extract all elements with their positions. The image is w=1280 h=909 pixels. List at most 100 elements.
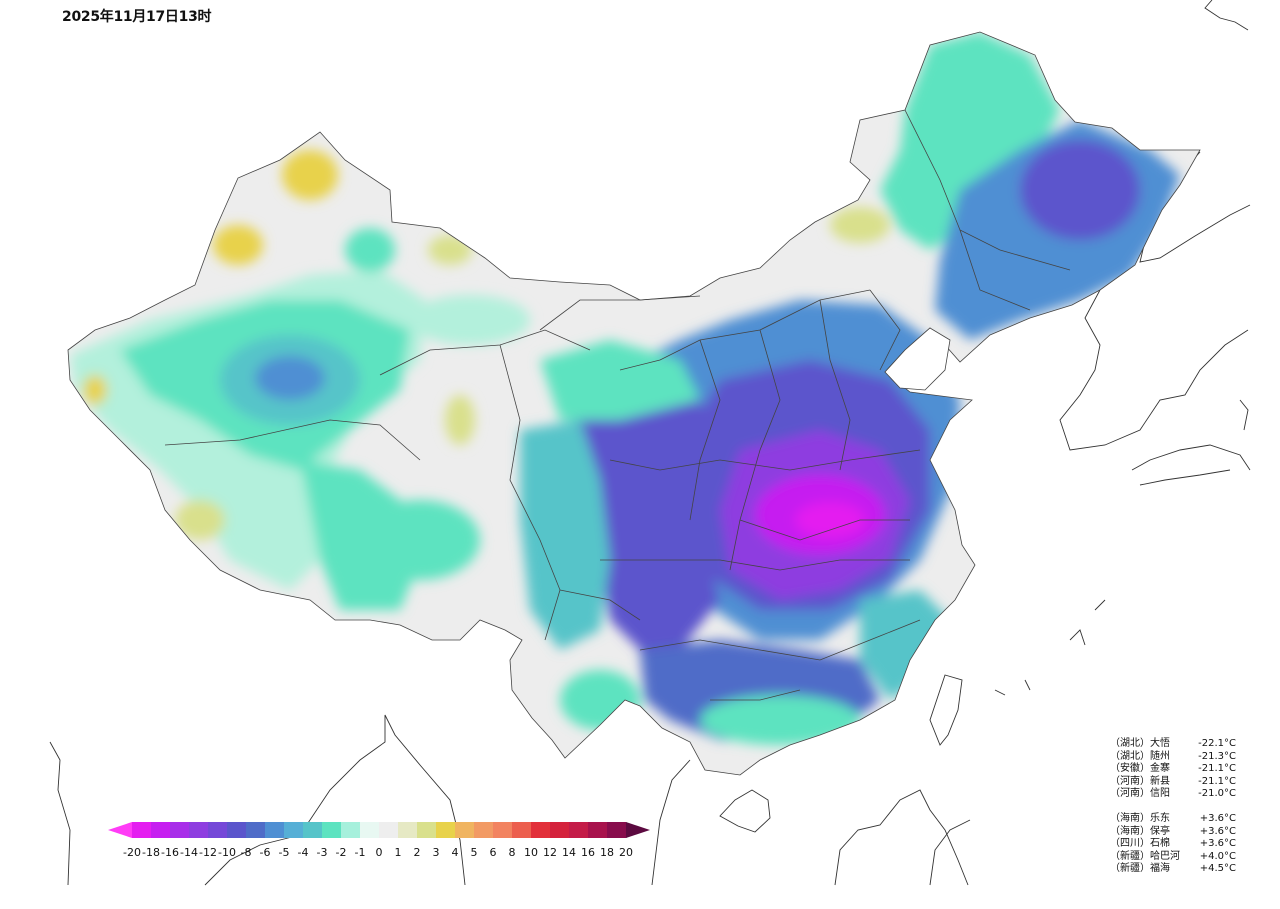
legend-tick-label: -12 [199, 846, 217, 859]
station-name: 保亭 [1150, 825, 1170, 837]
station-row: （河南） 新县 -21.1°C [1110, 776, 1236, 789]
station-value: -21.0°C [1198, 788, 1236, 800]
station-value: -21.1°C [1198, 763, 1236, 775]
legend-swatch [493, 822, 513, 838]
station-row: （河南） 信阳 -21.0°C [1110, 788, 1236, 801]
legend-swatch [227, 822, 247, 838]
station-name: 随州 [1150, 750, 1170, 762]
station-value: -21.1°C [1198, 775, 1236, 787]
station-value: +4.5°C [1199, 863, 1236, 875]
legend-tick-label: 4 [451, 846, 459, 859]
legend-tick-label: -5 [278, 846, 290, 859]
station-value: +4.0°C [1199, 850, 1236, 862]
legend-swatch [132, 822, 152, 838]
legend-labels: -20 -18 -16 -14 -12 -10 -8 -6 -5 -4 -3 -2 -1 0 1 2 3 4 5 6 8… [108, 846, 668, 862]
legend-swatch [208, 822, 228, 838]
legend-tick-label: -14 [180, 846, 198, 859]
legend-tick-label: -2 [335, 846, 347, 859]
station-row: （新疆） 哈巴河 +4.0°C [1110, 851, 1236, 864]
legend-tick-label: -8 [240, 846, 252, 859]
legend-swatch [265, 822, 285, 838]
legend-tick-label: 2 [413, 846, 421, 859]
legend-colorbar [108, 822, 650, 838]
legend-swatch [151, 822, 171, 838]
station-value: -22.1°C [1198, 738, 1236, 749]
legend-tick-label: -6 [259, 846, 271, 859]
station-province: （河南） [1110, 775, 1150, 787]
basemap-outlines [49, 0, 1251, 886]
station-extremes: （湖北） 大悟 -22.1°C （湖北） 随州 -21.3°C （安徽） 金寨 -21.1°C （… [1110, 738, 1236, 876]
station-row: （海南） 保亭 +3.6°C [1110, 826, 1236, 839]
legend-swatch [550, 822, 570, 838]
legend-tick-label: 0 [375, 846, 383, 859]
legend-swatch [322, 822, 342, 838]
legend-tick-label: -1 [354, 846, 366, 859]
legend-swatch [417, 822, 437, 838]
station-name: 福海 [1150, 863, 1170, 875]
station-row: （湖北） 大悟 -22.1°C [1110, 738, 1236, 751]
legend-tick-label: 10 [524, 846, 538, 859]
legend-swatch [170, 822, 190, 838]
legend-swatch [398, 822, 418, 838]
legend-tick-label: -10 [218, 846, 236, 859]
station-name: 金寨 [1150, 763, 1170, 775]
legend-tick-label: 12 [543, 846, 557, 859]
legend-swatch [588, 822, 608, 838]
legend-swatch [360, 822, 380, 838]
station-name: 新县 [1150, 775, 1170, 787]
legend-tick-label: 5 [470, 846, 478, 859]
legend-swatch [569, 822, 589, 838]
station-row: （湖北） 随州 -21.3°C [1110, 751, 1236, 764]
legend-swatch [455, 822, 475, 838]
legend-tick-label: 20 [619, 846, 633, 859]
station-name: 哈巴河 [1150, 850, 1180, 862]
station-province: （新疆） [1110, 850, 1150, 862]
station-name: 乐东 [1150, 812, 1170, 824]
legend-tick-label: 14 [562, 846, 576, 859]
station-province: （湖北） [1110, 750, 1150, 762]
legend-swatch [341, 822, 361, 838]
province-borders [67, 31, 1201, 776]
legend-swatch [512, 822, 532, 838]
cold-extremes-list: （湖北） 大悟 -22.1°C （湖北） 随州 -21.3°C （安徽） 金寨 -21.1°C （… [1110, 738, 1236, 801]
map-timestamp: 2025年11月17日13时 [62, 9, 212, 25]
legend-swatch [246, 822, 266, 838]
legend-swatch [474, 822, 494, 838]
station-name: 信阳 [1150, 788, 1170, 800]
legend-swatch [607, 822, 627, 838]
station-province: （新疆） [1110, 863, 1150, 875]
legend-arrow-max [626, 822, 650, 838]
station-value: -21.3°C [1198, 750, 1236, 762]
legend-tick-label: -3 [316, 846, 328, 859]
station-row: （四川） 石棉 +3.6°C [1110, 838, 1236, 851]
legend-tick-label: 18 [600, 846, 614, 859]
warm-extremes-list: （海南） 乐东 +3.6°C （海南） 保亭 +3.6°C （四川） 石棉 +3.6°C （新疆）… [1110, 813, 1236, 876]
station-province: （湖北） [1110, 738, 1150, 749]
legend-tick-label: 16 [581, 846, 595, 859]
legend-tick-label: -20 [123, 846, 141, 859]
legend-tick-label: -18 [142, 846, 160, 859]
station-row: （安徽） 金寨 -21.1°C [1110, 763, 1236, 776]
legend-swatch [284, 822, 304, 838]
station-name: 大悟 [1150, 738, 1170, 749]
station-province: （海南） [1110, 812, 1150, 824]
legend-arrow-min [108, 822, 132, 838]
legend-swatch [436, 822, 456, 838]
station-value: +3.6°C [1199, 838, 1236, 850]
bohai-sea [884, 327, 951, 391]
station-row: （海南） 乐东 +3.6°C [1110, 813, 1236, 826]
station-province: （四川） [1110, 838, 1150, 850]
station-value: +3.6°C [1199, 825, 1236, 837]
legend-tick-label: 8 [508, 846, 516, 859]
legend-swatch [303, 822, 323, 838]
station-name: 石棉 [1150, 838, 1170, 850]
station-province: （安徽） [1110, 763, 1150, 775]
station-row: （新疆） 福海 +4.5°C [1110, 863, 1236, 876]
legend-swatch [531, 822, 551, 838]
legend-tick-label: 3 [432, 846, 440, 859]
legend-tick-label: -4 [297, 846, 309, 859]
station-province: （河南） [1110, 788, 1150, 800]
